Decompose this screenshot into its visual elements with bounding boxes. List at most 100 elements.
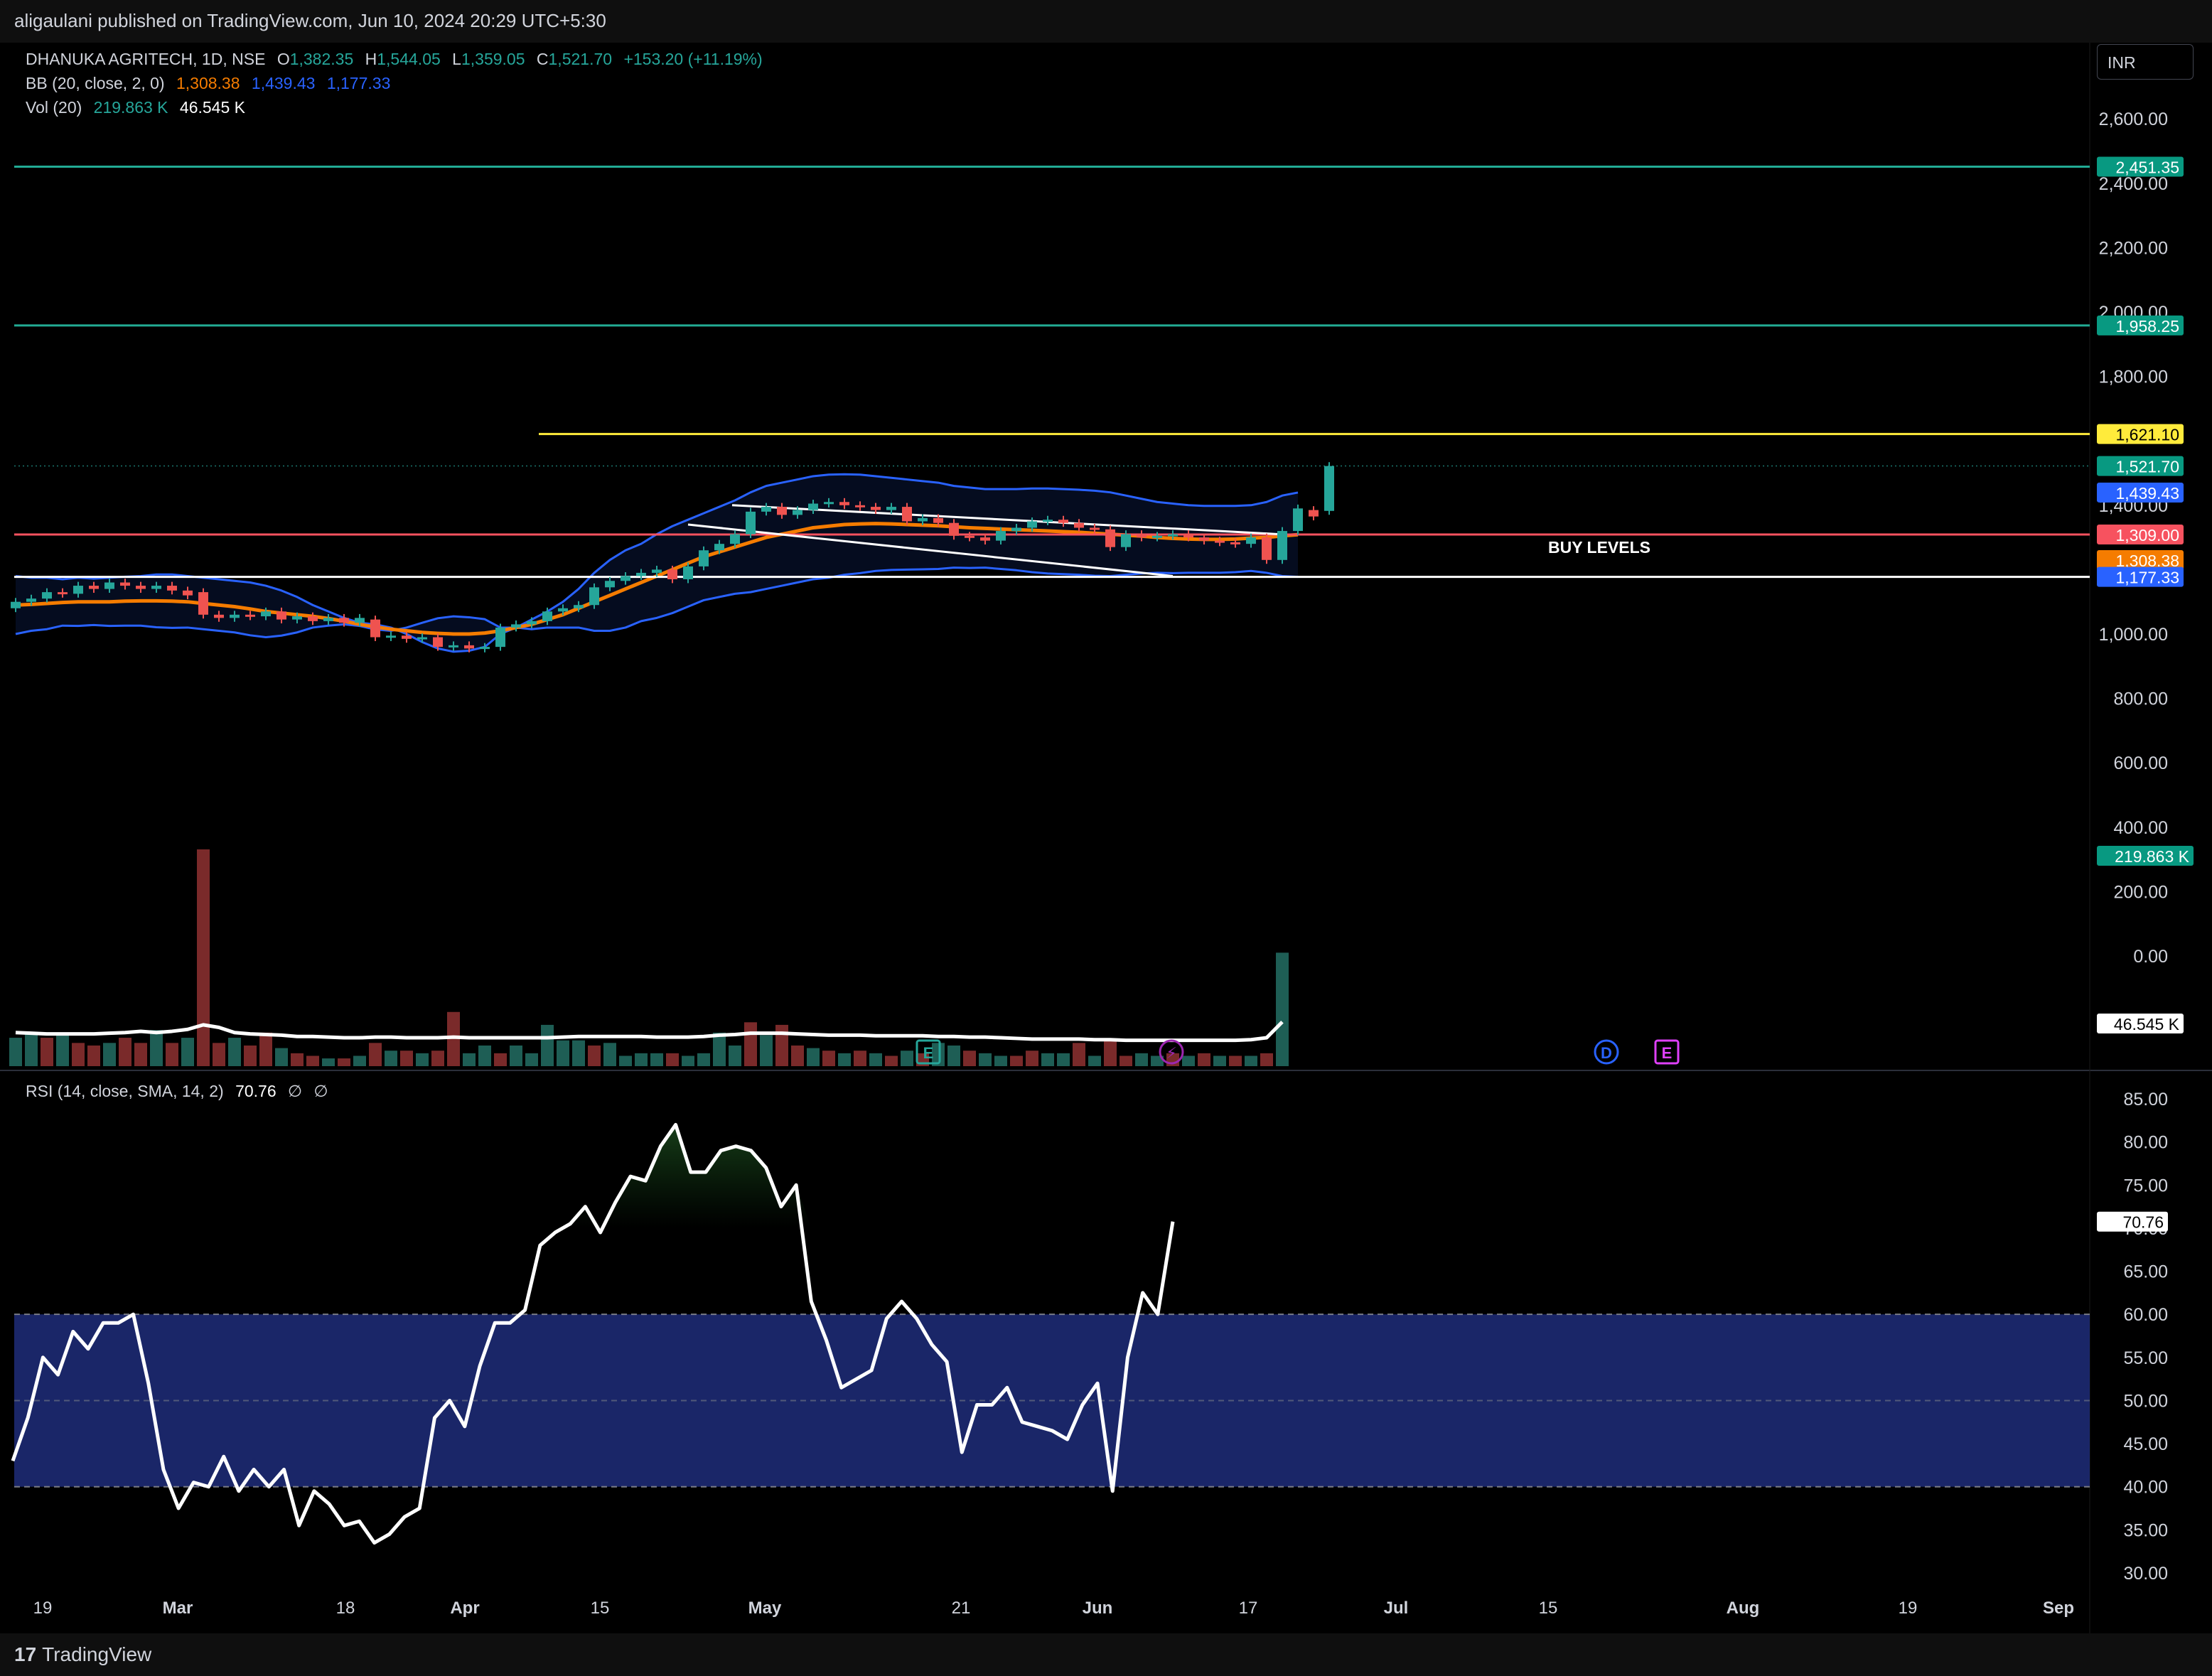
low-value: 1,359.05 [461,50,525,68]
candle-body [58,592,68,595]
rsi-line [11,1122,1175,1545]
vol-ma-value: 46.545 K [179,98,246,117]
rsi-tick-label: 45.00 [2123,1434,2168,1454]
split-marker: ⚡ [1166,1044,1176,1062]
candle-body [11,601,21,608]
time-tick-label: Aug [1727,1599,1760,1618]
volume-bar [275,1048,288,1066]
volume-bar [510,1045,522,1066]
channel-upper [731,504,1280,536]
volume-bar [213,1043,225,1066]
chart-canvas[interactable]: BUY LEVELS E ⚡ D E 2,600.00 2,400.00 2,200.00… [0,43,2212,1633]
candle-body [402,635,412,639]
candle-body [980,537,990,541]
candle-body [73,586,83,594]
volume-bar [1245,1055,1257,1066]
volume-bar [166,1043,178,1066]
bb-label[interactable]: BB (20, close, 2, 0) [26,74,165,92]
candle-body [449,645,458,648]
volume-bar [541,1024,554,1066]
time-tick-label: 17 [1239,1599,1258,1618]
rsi-value-label-bg [2097,1211,2168,1232]
tv-logo-icon: 17 [14,1643,37,1665]
candle-body [1137,534,1147,538]
candle-body [793,510,802,515]
chart-area[interactable]: BUY LEVELS E ⚡ D E 2,600.00 2,400.00 2,200.00… [0,43,2212,1633]
time-tick-label: May [748,1599,782,1618]
earnings-future-marker: E [1662,1044,1673,1062]
volume-bar [1276,952,1289,1066]
candle-body [214,614,224,618]
candle-body [574,605,584,608]
rsi-label[interactable]: RSI (14, close, SMA, 14, 2) [26,1082,224,1100]
last-price-label-bg [2097,456,2184,476]
rsi-overbought-fill [13,1124,1173,1228]
candle-body [1309,510,1319,517]
candle-body [621,576,630,581]
volume-bar [181,1038,194,1066]
volume-bar [994,1055,1007,1066]
volume-ma-line [15,1020,1284,1043]
candle-body [605,581,615,588]
price-tick-label: 1,800.00 [2099,367,2168,387]
volume-bar [103,1043,116,1066]
volume-bar [1088,1055,1101,1066]
volume-bar [338,1058,350,1066]
volume-bar [1213,1055,1226,1066]
candle-body [480,647,490,650]
volume-bar [1073,1043,1085,1066]
close-value: 1,521.70 [548,50,613,68]
volume-ma-label-bg [2097,1014,2184,1033]
vol-label[interactable]: Vol (20) [26,98,82,117]
level-label-2451: 2,451.35 [2115,159,2179,177]
tradingview-logo[interactable]: 17 TradingView [14,1643,151,1666]
candle-body [1215,540,1225,543]
volume-bar [557,1040,569,1066]
level-label-1309: 1,309.00 [2115,526,2179,544]
candle-body [198,592,208,615]
candle-body [1105,529,1115,547]
earnings-marker-border [916,1039,941,1065]
time-tick-label: Sep [2043,1599,2074,1618]
candle-body [323,618,333,621]
rsi-tick-label: 30.00 [2123,1564,2168,1584]
rsi-pane [11,1122,2090,1545]
bb-basis-value: 1,308.38 [176,74,240,92]
candle-body [918,517,928,522]
time-tick-label: 19 [1899,1599,1918,1618]
footer: 17 TradingView [0,1633,2212,1676]
volume-bar [854,1051,866,1066]
volume-bar [494,1053,507,1066]
bb-lower-line [15,566,1299,639]
volume-bar [947,1045,960,1066]
symbol-label[interactable]: DHANUKA AGRITECH, 1D, NSE [26,50,266,68]
earnings-future-marker-border [1654,1039,1680,1065]
candle-body [886,507,896,510]
time-tick-label: Mar [163,1599,193,1618]
volume-bar [1010,1055,1023,1066]
rsi-tick-label: 55.00 [2123,1348,2168,1368]
price-tick-label: 400.00 [2114,818,2168,838]
volume-bar [901,1051,913,1066]
time-tick-label: 18 [336,1599,355,1618]
candle-body [1293,508,1303,532]
published-header: aligaulani published on TradingView.com,… [0,0,2212,43]
channel-lower [687,523,1174,577]
candle-body [433,637,443,648]
price-tick-label: 600.00 [2114,753,2168,773]
volume-bar [682,1055,694,1066]
volume-bar [572,1040,585,1066]
currency-button[interactable]: INR [2097,44,2194,80]
volume-bar [729,1045,741,1066]
bb-legend: BB (20, close, 2, 0) 1,308.38 1,439.43 1… [26,74,397,93]
time-tick-label: 15 [591,1599,610,1618]
candle-body [511,624,521,628]
time-tick-label: Jul [1384,1599,1409,1618]
volume-bar [1151,1055,1164,1066]
volume-bar [1229,1055,1242,1066]
volume-bar [244,1045,257,1066]
candle-body [1027,521,1037,528]
candle-body [42,592,52,599]
volume-bar [1026,1051,1038,1066]
volume-bar [306,1055,319,1066]
